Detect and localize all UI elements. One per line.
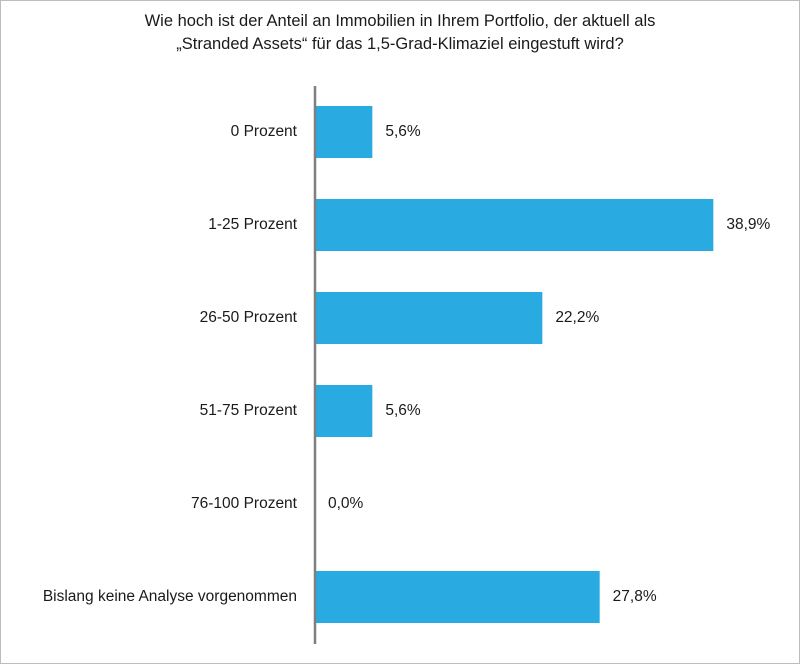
chart-title: Wie hoch ist der Anteil an Immobilien in… — [0, 10, 800, 56]
chart-title-line-1: Wie hoch ist der Anteil an Immobilien in… — [144, 12, 656, 30]
bar-2 — [315, 292, 543, 344]
data-label-2: 22,2% — [555, 309, 599, 326]
category-label-3: 51-75 Prozent — [200, 402, 298, 419]
data-label-0: 5,6% — [385, 123, 421, 140]
category-label-5: Bislang keine Analyse vorgenommen — [43, 588, 297, 605]
category-label-1: 1-25 Prozent — [208, 216, 297, 233]
chart-title-line-2: „Stranded Assets“ für das 1,5-Grad-Klima… — [176, 35, 624, 53]
bar-3 — [315, 385, 373, 437]
data-label-4: 0,0% — [328, 495, 364, 512]
data-label-3: 5,6% — [385, 402, 421, 419]
data-label-1: 38,9% — [726, 216, 770, 233]
bar-5 — [315, 571, 600, 623]
category-label-2: 26-50 Prozent — [200, 309, 298, 326]
bar-0 — [315, 106, 373, 158]
category-label-0: 0 Prozent — [231, 123, 298, 140]
category-label-4: 76-100 Prozent — [191, 495, 298, 512]
data-label-5: 27,8% — [613, 588, 657, 605]
bar-1 — [315, 199, 714, 251]
